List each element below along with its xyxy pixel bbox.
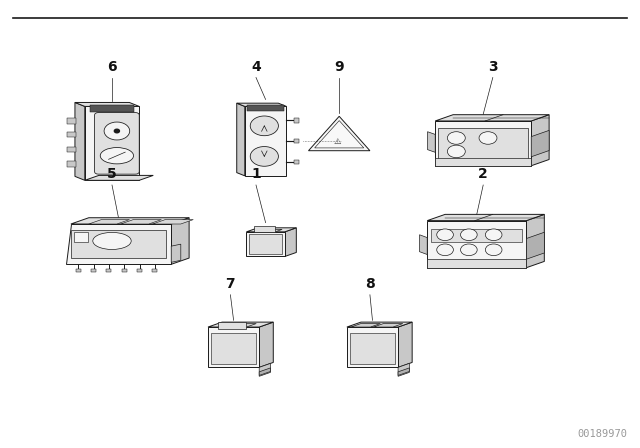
Bar bbox=[244, 107, 287, 176]
Bar bbox=[347, 327, 398, 367]
Polygon shape bbox=[208, 322, 273, 327]
Polygon shape bbox=[308, 116, 370, 151]
Polygon shape bbox=[435, 115, 549, 121]
Polygon shape bbox=[285, 228, 296, 256]
Polygon shape bbox=[398, 368, 410, 375]
Bar bbox=[137, 269, 142, 272]
Bar bbox=[431, 228, 522, 242]
Polygon shape bbox=[246, 228, 296, 232]
Polygon shape bbox=[531, 130, 549, 157]
Circle shape bbox=[485, 229, 502, 241]
Circle shape bbox=[115, 129, 120, 133]
Text: 6: 6 bbox=[107, 60, 117, 74]
Polygon shape bbox=[347, 322, 412, 327]
Polygon shape bbox=[428, 132, 435, 152]
Circle shape bbox=[436, 244, 453, 256]
Text: 9: 9 bbox=[334, 60, 344, 74]
Polygon shape bbox=[398, 363, 410, 376]
Ellipse shape bbox=[100, 147, 134, 164]
Polygon shape bbox=[259, 363, 271, 376]
Bar bbox=[428, 259, 526, 267]
Polygon shape bbox=[218, 323, 256, 327]
Bar bbox=[91, 269, 96, 272]
Text: 2: 2 bbox=[478, 168, 488, 181]
Polygon shape bbox=[237, 103, 244, 176]
Bar bbox=[218, 322, 246, 329]
Polygon shape bbox=[89, 220, 129, 224]
Polygon shape bbox=[65, 224, 172, 264]
Polygon shape bbox=[75, 103, 84, 180]
Circle shape bbox=[447, 145, 465, 158]
Bar bbox=[208, 327, 259, 367]
Bar bbox=[122, 269, 127, 272]
Polygon shape bbox=[121, 220, 161, 224]
Polygon shape bbox=[259, 322, 273, 367]
Polygon shape bbox=[259, 368, 271, 375]
Circle shape bbox=[485, 244, 502, 256]
Bar bbox=[438, 128, 528, 160]
Polygon shape bbox=[428, 214, 545, 220]
Polygon shape bbox=[526, 232, 545, 259]
Text: 4: 4 bbox=[251, 60, 261, 74]
Circle shape bbox=[250, 146, 278, 166]
Text: 3: 3 bbox=[488, 60, 498, 74]
Circle shape bbox=[479, 132, 497, 144]
FancyBboxPatch shape bbox=[95, 112, 140, 174]
Text: 00189970: 00189970 bbox=[577, 429, 627, 439]
Circle shape bbox=[104, 122, 130, 140]
Bar bbox=[106, 269, 111, 272]
Bar bbox=[67, 161, 76, 167]
Circle shape bbox=[250, 116, 278, 136]
Bar bbox=[428, 220, 526, 267]
Polygon shape bbox=[351, 323, 380, 327]
Text: 8: 8 bbox=[365, 277, 375, 291]
Bar bbox=[247, 105, 284, 111]
Polygon shape bbox=[71, 218, 189, 224]
Bar bbox=[76, 269, 81, 272]
Polygon shape bbox=[420, 235, 428, 254]
Bar bbox=[246, 232, 285, 256]
Circle shape bbox=[461, 244, 477, 256]
Polygon shape bbox=[75, 103, 140, 106]
Circle shape bbox=[436, 229, 453, 241]
Bar bbox=[90, 105, 134, 112]
Polygon shape bbox=[398, 322, 412, 367]
Text: 7: 7 bbox=[225, 277, 236, 291]
Polygon shape bbox=[237, 103, 287, 106]
Bar bbox=[67, 118, 76, 124]
Polygon shape bbox=[526, 214, 545, 267]
Bar bbox=[294, 118, 300, 122]
Bar bbox=[211, 333, 256, 364]
Text: 1: 1 bbox=[251, 168, 261, 181]
Text: 5: 5 bbox=[107, 168, 117, 181]
Bar bbox=[435, 121, 531, 166]
Polygon shape bbox=[254, 229, 282, 232]
Bar bbox=[249, 234, 282, 254]
Bar bbox=[74, 232, 88, 242]
Bar bbox=[435, 158, 531, 166]
Bar bbox=[84, 106, 140, 180]
Polygon shape bbox=[374, 323, 403, 327]
Bar bbox=[67, 146, 76, 152]
Ellipse shape bbox=[93, 233, 131, 250]
Circle shape bbox=[461, 229, 477, 241]
Bar bbox=[71, 230, 166, 258]
Polygon shape bbox=[84, 175, 153, 180]
Bar bbox=[152, 269, 157, 272]
Circle shape bbox=[447, 132, 465, 144]
Polygon shape bbox=[172, 218, 189, 264]
Polygon shape bbox=[254, 226, 275, 232]
Bar bbox=[350, 333, 395, 364]
Bar bbox=[294, 159, 300, 164]
Text: ⚠: ⚠ bbox=[333, 137, 341, 146]
Bar bbox=[294, 139, 300, 143]
Polygon shape bbox=[153, 220, 193, 224]
Polygon shape bbox=[531, 115, 549, 166]
Polygon shape bbox=[172, 244, 181, 262]
Polygon shape bbox=[315, 121, 364, 148]
Bar bbox=[67, 132, 76, 137]
